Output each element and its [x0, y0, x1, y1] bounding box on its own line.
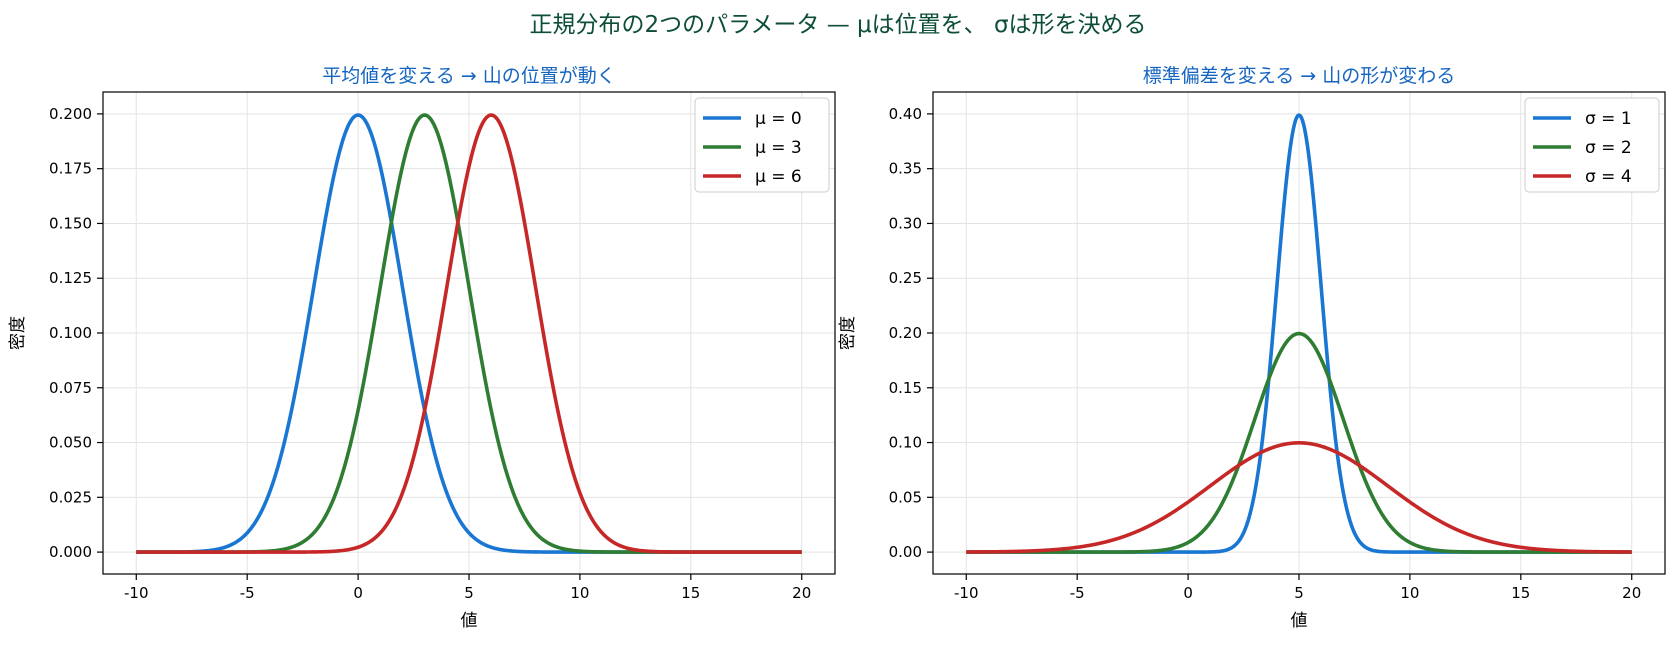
legend-entry: μ = 3: [755, 138, 802, 158]
x-tick-label: 0: [1183, 584, 1193, 602]
legend-box: [1524, 97, 1660, 193]
legend-box: [694, 97, 830, 193]
legend: μ = 0 μ = 3 μ = 6: [694, 97, 830, 193]
chart-panels: -10 -5 0 5 10 15 200.0000.0250.0500.0750.1000.…: [8, 65, 1666, 631]
legend-entry: μ = 0: [755, 109, 802, 129]
y-tick-label: 0.000: [49, 543, 92, 561]
series-line-2: [965, 331, 1633, 554]
chart-title: 平均値を変える → 山の位置が動く: [322, 65, 615, 87]
y-tick-label: 0.100: [49, 324, 92, 342]
y-tick-label: 0.00: [889, 543, 922, 561]
y-tick-label: 0.15: [889, 379, 922, 397]
x-tick-label: 15: [681, 584, 700, 602]
y-tick-label: 0.050: [49, 434, 92, 452]
x-tick-label: 15: [1511, 584, 1530, 602]
y-tick-label: 0.05: [889, 488, 922, 506]
x-tick-label: 5: [464, 584, 474, 602]
x-axis-label: 値: [461, 611, 478, 631]
x-axis-label: 値: [1291, 611, 1308, 631]
series-line-3: [965, 441, 1633, 554]
y-tick-label: 0.200: [49, 105, 92, 123]
y-tick-label: 0.175: [49, 160, 92, 178]
x-tick-label: -10: [124, 584, 149, 602]
x-tick-label: 0: [353, 584, 363, 602]
y-axis-label: 密度: [8, 316, 28, 350]
y-tick-label: 0.150: [49, 214, 92, 232]
y-tick-label: 0.40: [889, 105, 922, 123]
x-tick-label: -5: [240, 584, 255, 602]
y-tick-label: 0.10: [889, 434, 922, 452]
x-tick-label: -5: [1070, 584, 1085, 602]
y-tick-label: 0.20: [889, 324, 922, 342]
legend: σ = 1 σ = 2 σ = 4: [1524, 97, 1660, 193]
x-tick-label: 20: [792, 584, 811, 602]
legend-entry: σ = 4: [1585, 167, 1632, 187]
figure-title: 正規分布の2つのパラメータ — μは位置を、 σは形を決める: [529, 12, 1146, 38]
chart-panel-2: -10 -5 0 5 10 15 20 0.00 0.05 0.10 0.15 0.20 0.25 0.3…: [838, 65, 1666, 631]
x-tick-label: -10: [954, 584, 979, 602]
x-tick-label: 20: [1622, 584, 1641, 602]
legend-entry: σ = 2: [1585, 138, 1632, 158]
x-tick-label: 10: [570, 584, 589, 602]
y-tick-label: 0.025: [49, 488, 92, 506]
legend-entry: σ = 1: [1585, 109, 1632, 129]
y-tick-label: 0.25: [889, 269, 922, 287]
y-tick-label: 0.30: [889, 214, 922, 232]
y-tick-label: 0.35: [889, 160, 922, 178]
chart-title: 標準偏差を変える → 山の形が変わる: [1143, 65, 1455, 87]
x-tick-label: 10: [1400, 584, 1419, 602]
y-axis-label: 密度: [838, 316, 858, 350]
legend-entry: μ = 6: [755, 167, 802, 187]
y-tick-label: 0.075: [49, 379, 92, 397]
y-tick-label: 0.125: [49, 269, 92, 287]
series-line-3: [135, 113, 803, 554]
x-tick-label: 5: [1294, 584, 1304, 602]
chart-panel-1: -10 -5 0 5 10 15 20 0.000 0.025 0.050 0.075 0.100 0.…: [8, 65, 836, 631]
